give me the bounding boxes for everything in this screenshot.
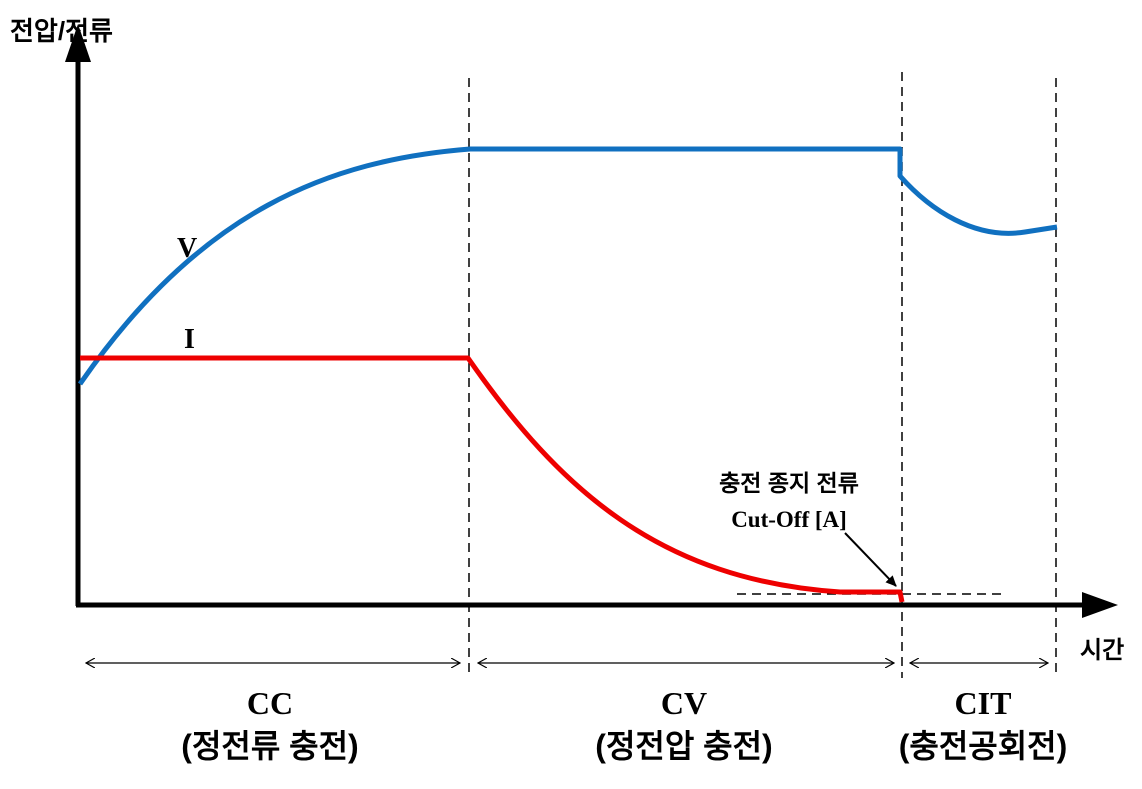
current-curve xyxy=(80,355,905,603)
phase-cv-abbr: CV xyxy=(661,685,707,721)
y-axis-label: 전압/전류 xyxy=(10,16,113,46)
current-label: I xyxy=(184,324,195,355)
phase-cv-name: (정전압 충전) xyxy=(595,728,772,764)
y-axis-arrowhead xyxy=(65,24,91,62)
x-axis-label: 시간 xyxy=(1080,637,1124,664)
phase-cit-name: (충전공회전) xyxy=(899,728,1068,764)
cutoff-annotation-korean: 충전 종지 전류 xyxy=(719,470,859,496)
x-axis-arrowhead xyxy=(1082,592,1118,618)
voltage-curve xyxy=(77,146,1058,386)
cutoff-pointer-arrow xyxy=(844,532,897,587)
cutoff-annotation-english: Cut-Off [A] xyxy=(731,507,847,532)
phase-cc-name: (정전류 충전) xyxy=(181,728,358,764)
phase-cit-abbr: CIT xyxy=(955,685,1012,721)
phase-cc-abbr: CC xyxy=(247,685,293,721)
voltage-label: V xyxy=(177,233,197,264)
